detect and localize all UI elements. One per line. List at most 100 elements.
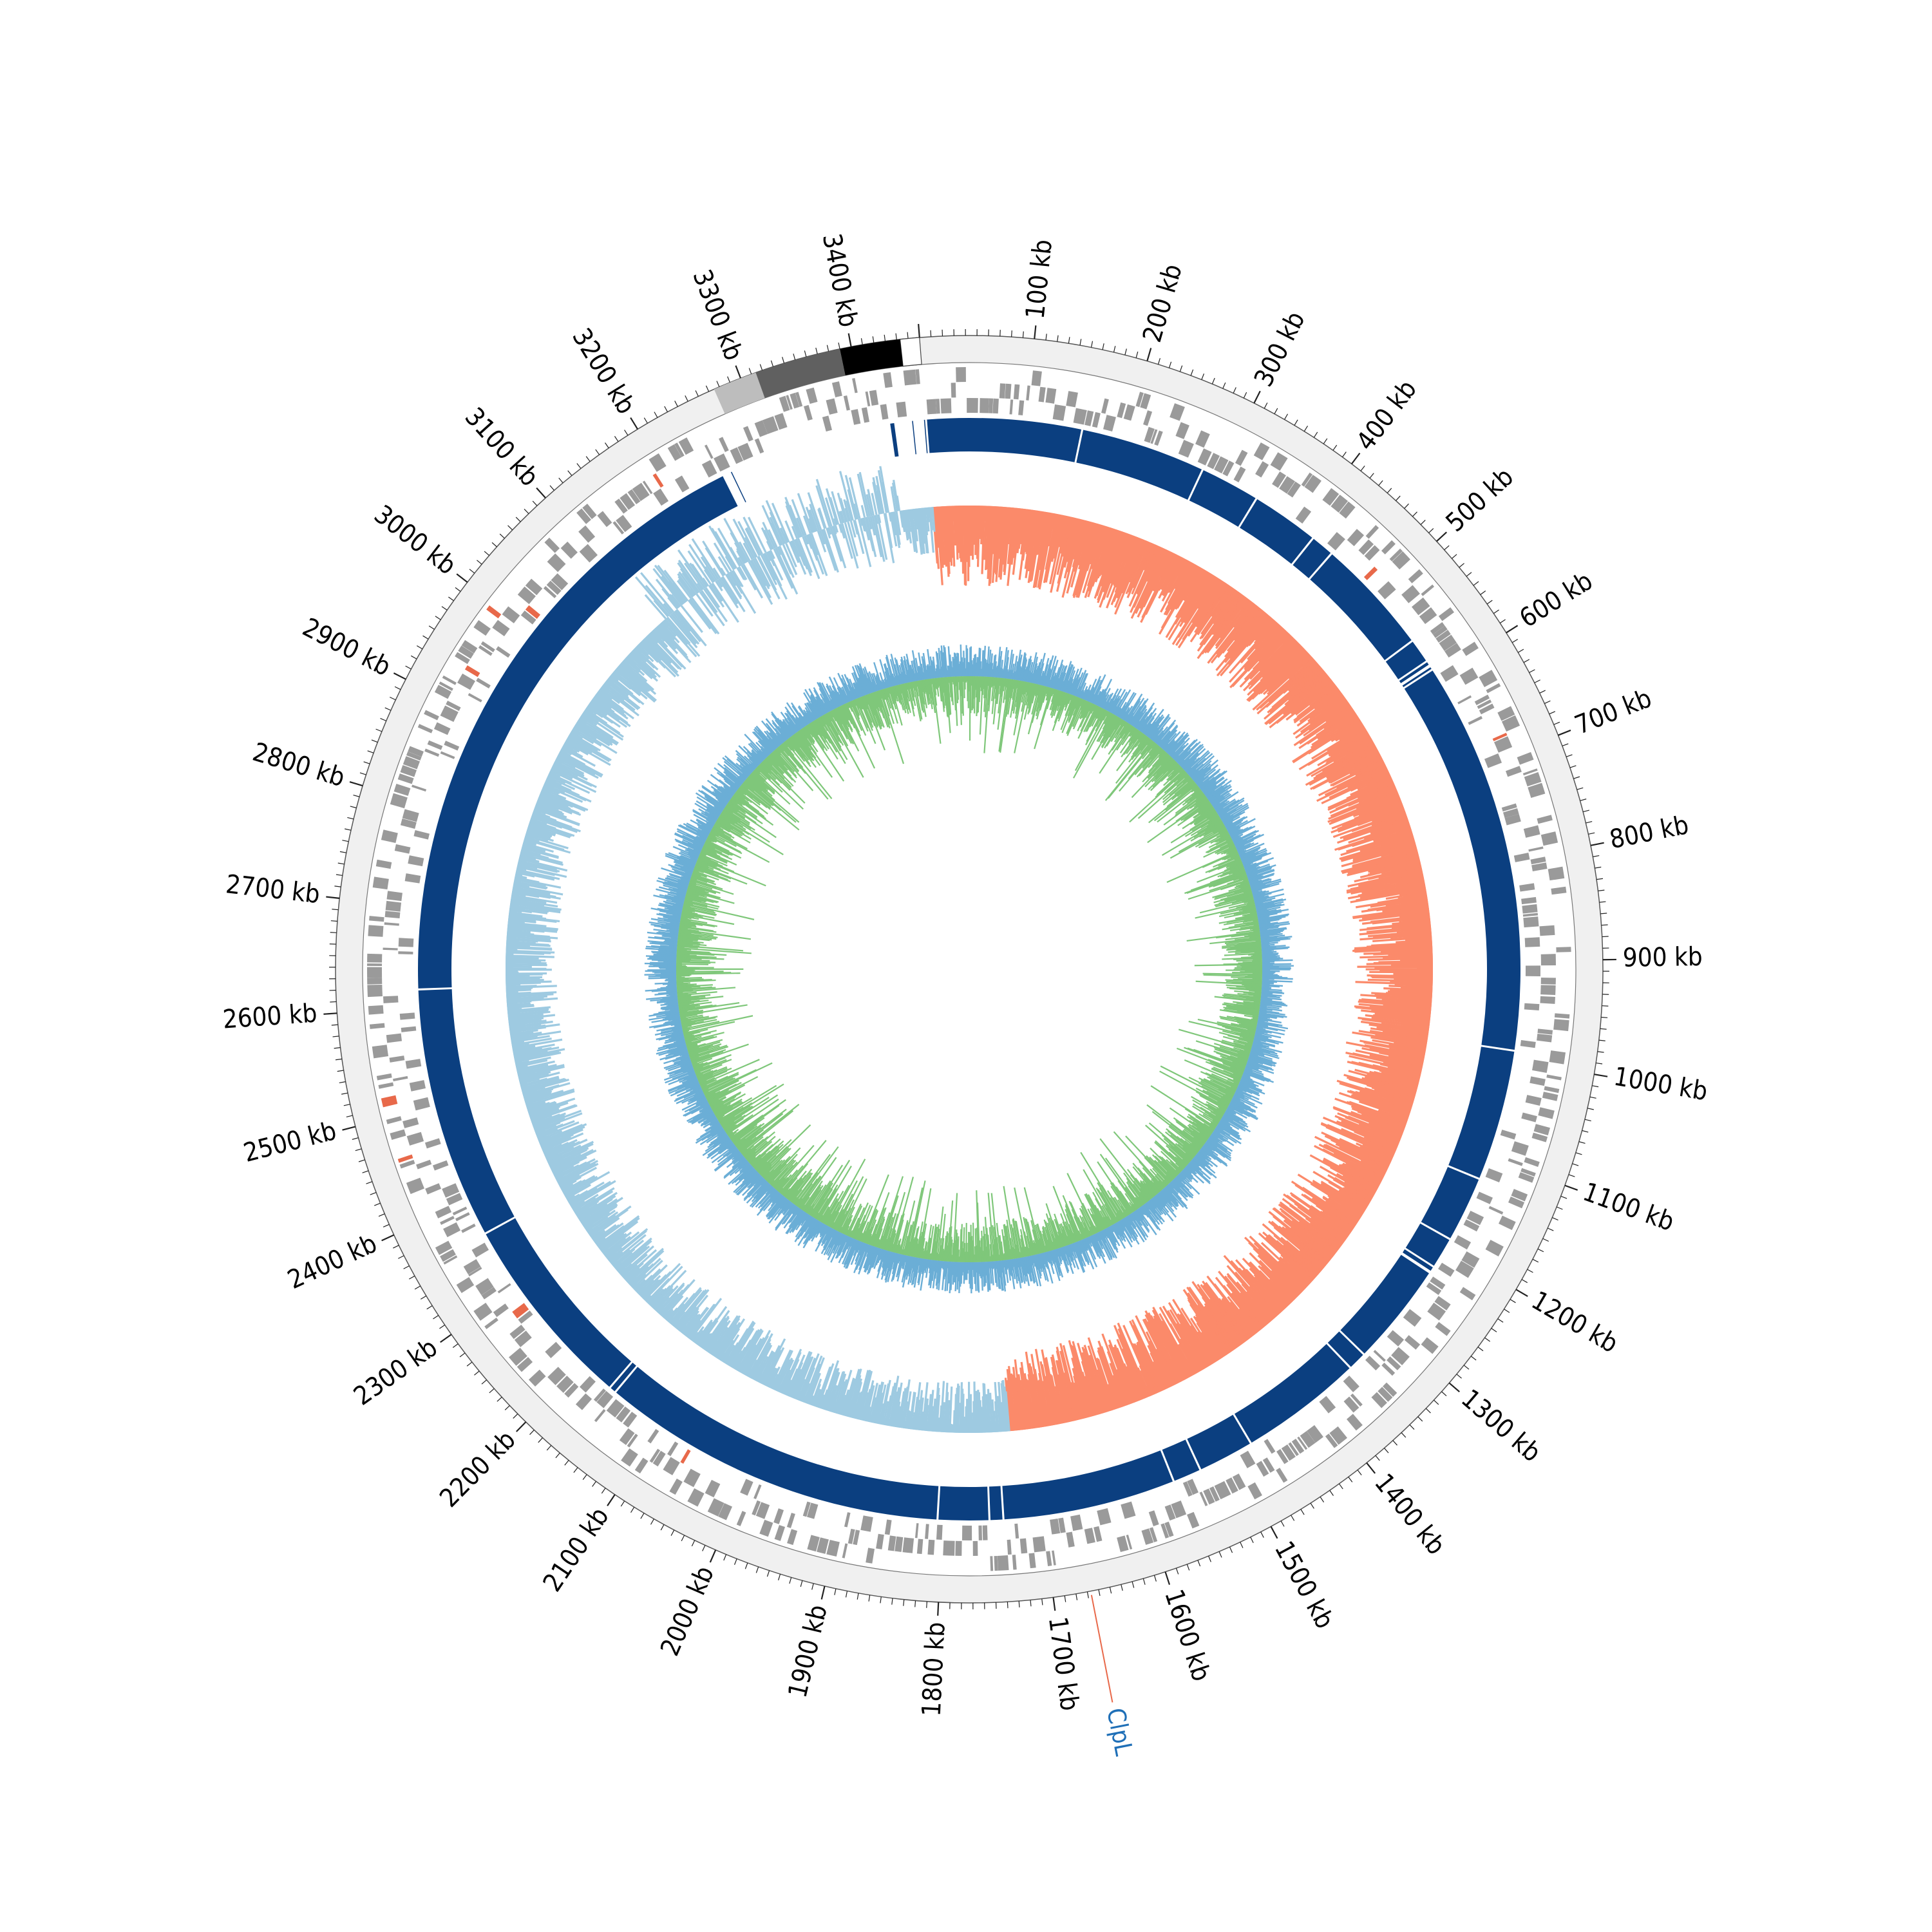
gc-content-bar: [771, 502, 790, 543]
tick-mark: [1420, 520, 1426, 526]
gc-skew-bar: [994, 661, 997, 677]
gc-skew-bar: [1217, 842, 1235, 853]
tick-mark: [1366, 1462, 1376, 1474]
gc-skew-bar: [1191, 814, 1219, 832]
gc-skew-bar: [1229, 828, 1242, 836]
gc-skew-bar: [1042, 687, 1048, 703]
gc-skew-bar: [1103, 715, 1117, 737]
gc-skew-bar: [1158, 750, 1166, 759]
cds-feature: [575, 1393, 592, 1410]
tick-mark: [428, 625, 435, 630]
gc-skew-bar: [1130, 710, 1142, 726]
gc-skew-bar: [1222, 865, 1244, 875]
gc-content-bar: [819, 529, 826, 545]
gc-content-bar: [634, 576, 670, 617]
tick-mark: [1401, 1432, 1406, 1438]
gc-skew-bar: [1209, 838, 1232, 851]
tick-mark: [1600, 913, 1607, 914]
tick-mark: [1348, 1477, 1353, 1482]
cds-feature: [737, 442, 753, 461]
gc-skew-bar: [1216, 830, 1228, 838]
gc-skew-bar: [1121, 706, 1130, 720]
gc-skew-bar: [1028, 683, 1037, 713]
gc-skew-bar: [1245, 921, 1259, 925]
gc-skew-bar: [1131, 755, 1171, 799]
cds-feature: [903, 369, 917, 386]
tick-mark: [1179, 365, 1183, 372]
gc-skew-bar: [990, 677, 993, 688]
alignment-block: [1234, 1344, 1350, 1443]
gc-skew-bar: [949, 676, 952, 697]
cds-feature: [967, 398, 978, 413]
gc-content-bar: [753, 557, 771, 587]
gc-skew-bar: [956, 676, 959, 703]
gc-content-bar: [858, 471, 871, 517]
cds-feature: [1325, 1434, 1338, 1448]
gc-skew-bar: [1240, 851, 1255, 859]
gc-content-bar: [795, 538, 812, 576]
gc-skew-bar: [1260, 998, 1273, 1001]
gc-skew-bar: [1180, 800, 1210, 821]
gc-skew-bar: [1046, 687, 1052, 701]
gc-skew-bar: [1233, 958, 1262, 961]
gc-skew-bar: [1153, 756, 1172, 777]
gc-skew-bar: [1160, 763, 1179, 782]
cds-feature: [1066, 391, 1078, 408]
tick-mark: [1511, 639, 1519, 643]
gc-skew-bar: [1026, 659, 1032, 683]
cds-feature: [1070, 1514, 1083, 1531]
gc-skew-bar: [1184, 774, 1189, 779]
gc-skew-bar: [1191, 784, 1198, 791]
gc-skew-bar: [1140, 715, 1153, 732]
gc-skew-bar: [1079, 690, 1084, 699]
cds-feature: [961, 1525, 972, 1540]
gc-skew-bar: [1187, 757, 1206, 775]
cds-feature: [1421, 584, 1435, 596]
gc-skew-bar: [1213, 799, 1228, 810]
gc-skew-bar: [1159, 749, 1164, 755]
gc-skew-bar: [1207, 839, 1233, 854]
gc-skew-bar: [1154, 726, 1168, 743]
gc-skew-bar: [1038, 686, 1046, 709]
gc-skew-bar: [1044, 655, 1054, 687]
gc-skew-bar: [1256, 904, 1285, 911]
gc-skew-bar: [1110, 720, 1125, 743]
cds-feature: [1520, 1040, 1536, 1048]
cds-feature: [1365, 1356, 1381, 1371]
gc-skew-bar: [1065, 666, 1075, 693]
cds-feature: [1209, 1486, 1220, 1502]
cds-feature: [464, 665, 480, 677]
gc-skew-bar: [1160, 729, 1178, 749]
cds-feature: [663, 1457, 680, 1475]
tick-mark: [1506, 625, 1519, 634]
gc-content-bar: [676, 609, 707, 647]
gc-skew-bar: [1155, 719, 1177, 744]
gc-skew-bar: [1159, 725, 1179, 748]
gc-skew-bar: [1231, 981, 1262, 985]
cds-feature: [1501, 715, 1520, 732]
gc-content-bar: [745, 527, 762, 556]
gc-skew-bar: [1180, 782, 1196, 795]
gc-skew-bar: [1205, 838, 1233, 853]
gc-skew-bar: [1195, 829, 1227, 848]
gc-skew-bar: [1252, 890, 1263, 895]
cds-feature: [402, 809, 419, 822]
gc-skew-bar: [1253, 892, 1272, 899]
gc-skew-bar: [1150, 747, 1162, 761]
tick-mark: [448, 596, 454, 601]
tick-mark: [337, 1070, 344, 1072]
cds-feature: [440, 705, 459, 723]
backbone-inner-edge: [362, 362, 1577, 1577]
tick-mark: [1229, 1546, 1233, 1553]
gc-skew-bar: [1236, 844, 1245, 850]
gc-skew-bar: [991, 677, 995, 701]
gc-skew-bar: [1229, 864, 1244, 871]
gc-skew-bar: [1229, 828, 1240, 835]
gc-skew-bar: [1052, 688, 1056, 695]
gc-skew-bar: [1237, 842, 1259, 853]
gc-skew-bar: [1213, 791, 1239, 809]
alignment-block: [912, 421, 917, 455]
cds-feature: [1150, 429, 1158, 444]
gc-skew-bar: [1193, 797, 1208, 808]
gc-content-bar: [720, 567, 726, 576]
